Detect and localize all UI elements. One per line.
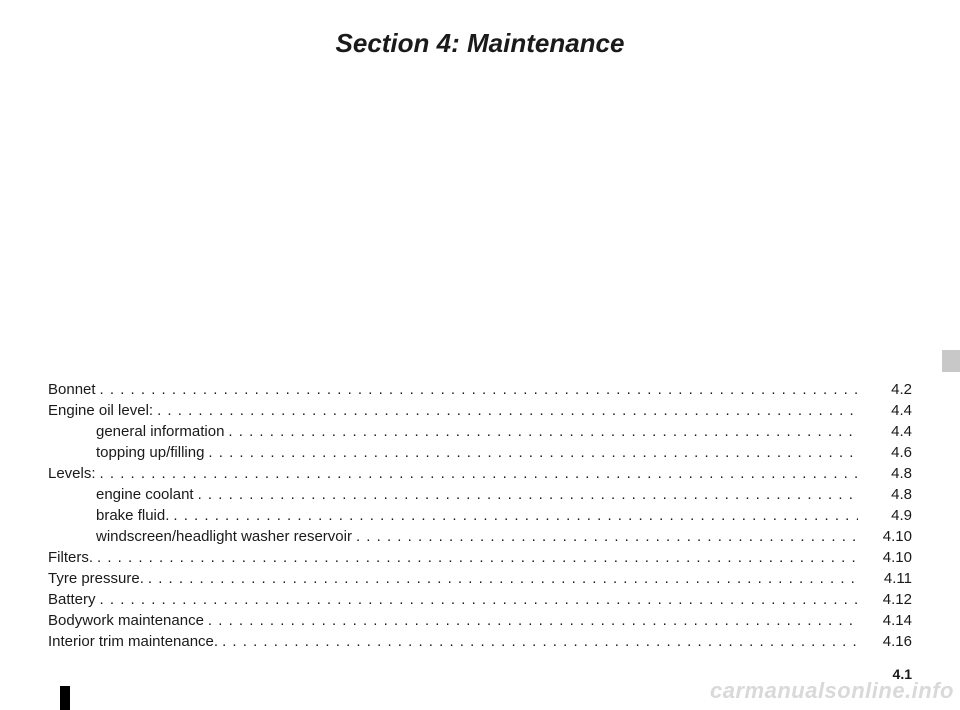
- toc-page: 4.4: [862, 400, 912, 421]
- toc-label: Interior trim maintenance.: [48, 631, 218, 652]
- toc-page: 4.10: [862, 526, 912, 547]
- toc-leader: [222, 631, 858, 652]
- toc-row: Tyre pressure. 4.11: [48, 568, 912, 589]
- toc-leader: [173, 505, 858, 526]
- table-of-contents: Bonnet 4.2Engine oil level: 4.4general i…: [48, 379, 912, 652]
- footer-tab: [60, 686, 70, 710]
- toc-row: Bonnet 4.2: [48, 379, 912, 400]
- toc-leader: [228, 421, 858, 442]
- toc-label: windscreen/headlight washer reservoir: [96, 526, 352, 547]
- toc-label: brake fluid.: [96, 505, 169, 526]
- toc-label: Engine oil level:: [48, 400, 153, 421]
- toc-page: 4.6: [862, 442, 912, 463]
- toc-leader: [208, 610, 858, 631]
- watermark: carmanualsonline.info: [710, 678, 954, 704]
- toc-leader: [356, 526, 858, 547]
- toc-row: windscreen/headlight washer reservoir 4.…: [48, 526, 912, 547]
- toc-page: 4.8: [862, 484, 912, 505]
- toc-label: general information: [96, 421, 224, 442]
- toc-row: topping up/filling 4.6: [48, 442, 912, 463]
- toc-label: Filters.: [48, 547, 93, 568]
- toc-leader: [157, 400, 858, 421]
- toc-leader: [100, 589, 858, 610]
- toc-page: 4.10: [862, 547, 912, 568]
- toc-page: 4.11: [862, 568, 912, 589]
- toc-leader: [208, 442, 858, 463]
- toc-leader: [148, 568, 858, 589]
- toc-label: Levels:: [48, 463, 96, 484]
- toc-row: Interior trim maintenance. 4.16: [48, 631, 912, 652]
- toc-label: Battery: [48, 589, 96, 610]
- toc-page: 4.2: [862, 379, 912, 400]
- toc-label: Bodywork maintenance: [48, 610, 204, 631]
- toc-row: brake fluid. 4.9: [48, 505, 912, 526]
- side-tab: [942, 350, 960, 372]
- toc-page: 4.14: [862, 610, 912, 631]
- toc-row: Battery 4.12: [48, 589, 912, 610]
- toc-leader: [100, 463, 858, 484]
- toc-page: 4.4: [862, 421, 912, 442]
- toc-leader: [198, 484, 858, 505]
- toc-row: Bodywork maintenance 4.14: [48, 610, 912, 631]
- section-title: Section 4: Maintenance: [48, 28, 912, 59]
- toc-label: engine coolant: [96, 484, 194, 505]
- toc-row: general information 4.4: [48, 421, 912, 442]
- toc-label: Tyre pressure.: [48, 568, 144, 589]
- toc-row: Levels: 4.8: [48, 463, 912, 484]
- toc-page: 4.12: [862, 589, 912, 610]
- toc-page: 4.9: [862, 505, 912, 526]
- toc-row: Engine oil level: 4.4: [48, 400, 912, 421]
- toc-label: topping up/filling: [96, 442, 204, 463]
- toc-label: Bonnet: [48, 379, 96, 400]
- document-page: Section 4: Maintenance Bonnet 4.2Engine …: [0, 0, 960, 710]
- toc-leader: [100, 379, 858, 400]
- toc-leader: [97, 547, 858, 568]
- toc-page: 4.16: [862, 631, 912, 652]
- toc-row: engine coolant 4.8: [48, 484, 912, 505]
- toc-row: Filters. 4.10: [48, 547, 912, 568]
- toc-page: 4.8: [862, 463, 912, 484]
- page-number: 4.1: [893, 666, 912, 682]
